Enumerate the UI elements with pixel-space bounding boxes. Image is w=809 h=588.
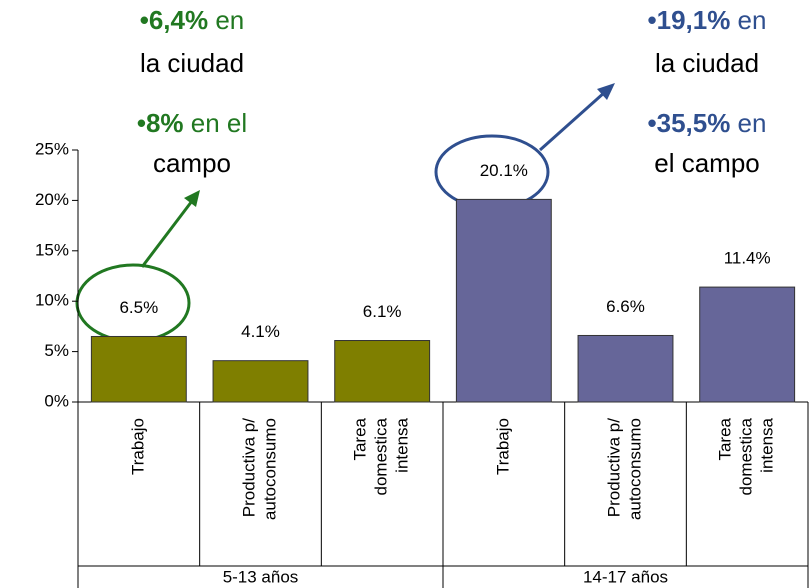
x-tick-label: Tarea [351,417,370,460]
annotation-text: en [730,108,766,138]
x-tick-label: Trabajo [493,418,512,475]
y-tick-label: 20% [35,190,69,209]
x-tick-label: Productiva p/ [239,418,258,517]
x-tick-label: Productiva p/ [604,418,623,517]
annotation: •19,1% en [648,5,767,35]
x-tick-label: domestica [372,417,391,495]
group-label: 14-17 años [583,567,668,586]
arrow-head [184,190,200,207]
y-tick-label: 0% [44,391,69,410]
x-tick-label: Trabajo [128,418,147,475]
annotation-strong: •6,4% [140,5,208,35]
value-label: 6.1% [363,302,402,321]
x-tick-label: autoconsumo [260,418,279,520]
annotation: la ciudad [655,48,759,78]
y-tick-label: 5% [44,341,69,360]
arrow [140,200,194,268]
annotation: el campo [654,148,760,178]
arrow-head [597,83,615,100]
y-tick-label: 15% [35,240,69,259]
annotation: •35,5% en [648,108,767,138]
x-tick-label: Tarea [716,417,735,460]
annotation: campo [153,148,231,178]
annotation: •8% en el [137,108,247,138]
annotation: la ciudad [140,48,244,78]
x-tick-label: autoconsumo [625,418,644,520]
y-tick-label: 25% [35,139,69,158]
bar [90,335,187,403]
value-label: 6.6% [606,297,645,316]
x-tick-label: intensa [393,417,412,472]
x-tick-label: intensa [758,417,777,472]
annotation: •6,4% en [140,5,245,35]
bar [334,340,431,403]
y-tick-label: 10% [35,291,69,310]
bar [577,334,674,403]
bar [212,360,309,403]
value-label: 20.1% [480,161,528,180]
annotation-strong: •8% [137,108,184,138]
value-label: 4.1% [241,322,280,341]
annotation-text: en el [184,108,248,138]
bar [699,286,796,403]
value-label: 11.4% [724,249,771,268]
arrow [539,90,606,152]
annotation-strong: •35,5% [648,108,731,138]
group-label: 5-13 años [223,567,299,586]
annotation-strong: •19,1% [648,5,731,35]
annotation-text: en [730,5,766,35]
bar [455,198,552,403]
x-tick-label: domestica [737,417,756,495]
value-label: 6.5% [119,298,158,317]
annotation-text: en [208,5,244,35]
